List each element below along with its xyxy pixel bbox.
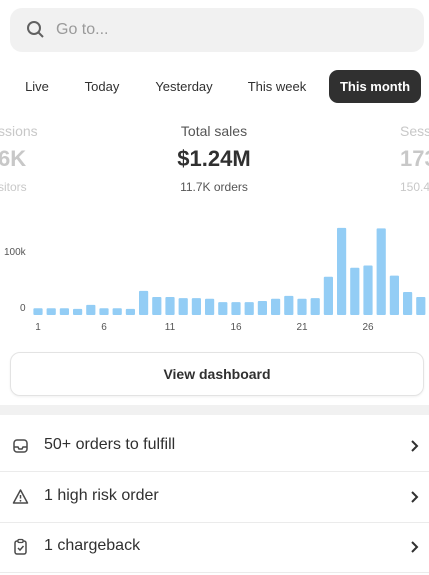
bar — [112, 308, 122, 315]
bar — [231, 302, 241, 315]
metric-sub: 150.4 — [400, 180, 429, 194]
metric-sub: 11.7K orders — [180, 180, 248, 194]
bar — [152, 297, 162, 315]
tab[interactable]: Yesterday — [155, 79, 213, 94]
metric-value: $1.24M — [177, 146, 251, 171]
x-tick-label: 26 — [362, 322, 374, 333]
task-item[interactable]: 50+ orders to fulfill — [0, 421, 429, 472]
chevron — [411, 541, 419, 553]
bar — [416, 297, 426, 315]
metric-label: Total sales — [180, 123, 248, 139]
x-tick-label: 21 — [296, 322, 308, 333]
tab[interactable]: Live — [25, 79, 49, 94]
bar — [33, 308, 43, 315]
bar — [323, 276, 333, 315]
search-placeholder: Go to... — [56, 21, 109, 38]
metric-sub: sitors — [0, 180, 27, 194]
task-item[interactable]: 1 chargeback — [0, 522, 429, 573]
bar — [86, 304, 96, 315]
bar — [403, 291, 413, 315]
bar — [376, 228, 386, 315]
bar — [297, 298, 307, 315]
metric-value: 6K — [0, 146, 27, 171]
chevron — [411, 491, 419, 503]
x-tick-label: 11 — [165, 322, 176, 333]
bar — [59, 308, 69, 315]
bar — [125, 308, 135, 315]
task-text: 50+ orders to fulfill — [44, 436, 176, 453]
bar — [46, 308, 56, 315]
inbox-icon — [13, 439, 28, 453]
chevron — [411, 440, 419, 452]
bar — [205, 298, 215, 315]
bar — [165, 297, 175, 315]
bar — [271, 298, 281, 315]
alert-icon — [12, 489, 29, 504]
bar — [350, 267, 360, 315]
bar — [363, 265, 373, 315]
x-tick-label: 16 — [230, 322, 242, 333]
tab[interactable]: This month — [329, 70, 421, 103]
search-icon — [27, 21, 44, 38]
task-text: 1 chargeback — [44, 537, 141, 554]
bar — [139, 290, 149, 315]
bar — [178, 298, 188, 315]
metric-label: Sess — [400, 123, 429, 139]
y-tick-label: 0 — [20, 303, 26, 314]
y-tick-label: 100k — [4, 247, 27, 258]
bar — [244, 302, 254, 315]
bar — [218, 302, 228, 315]
task-item[interactable]: 1 high risk order — [0, 472, 429, 523]
tab[interactable]: Today — [84, 79, 120, 94]
bar — [337, 227, 347, 315]
bar — [73, 308, 83, 315]
bar — [389, 275, 399, 315]
bar — [310, 298, 320, 315]
metric-value: 173 — [400, 146, 429, 171]
search-box[interactable]: Go to... — [10, 8, 424, 52]
divider — [0, 405, 429, 415]
x-tick-label: 1 — [35, 322, 41, 333]
bar — [284, 295, 294, 315]
bar — [99, 308, 109, 315]
view-dashboard-button[interactable]: View dashboard — [10, 352, 424, 396]
metric-label: ssions — [0, 123, 38, 139]
task-text: 1 high risk order — [44, 487, 159, 504]
tab[interactable]: This week — [247, 79, 307, 94]
clipboard-icon — [14, 538, 27, 555]
x-tick-label: 6 — [101, 322, 107, 333]
bar — [257, 300, 267, 315]
bar — [191, 298, 201, 315]
